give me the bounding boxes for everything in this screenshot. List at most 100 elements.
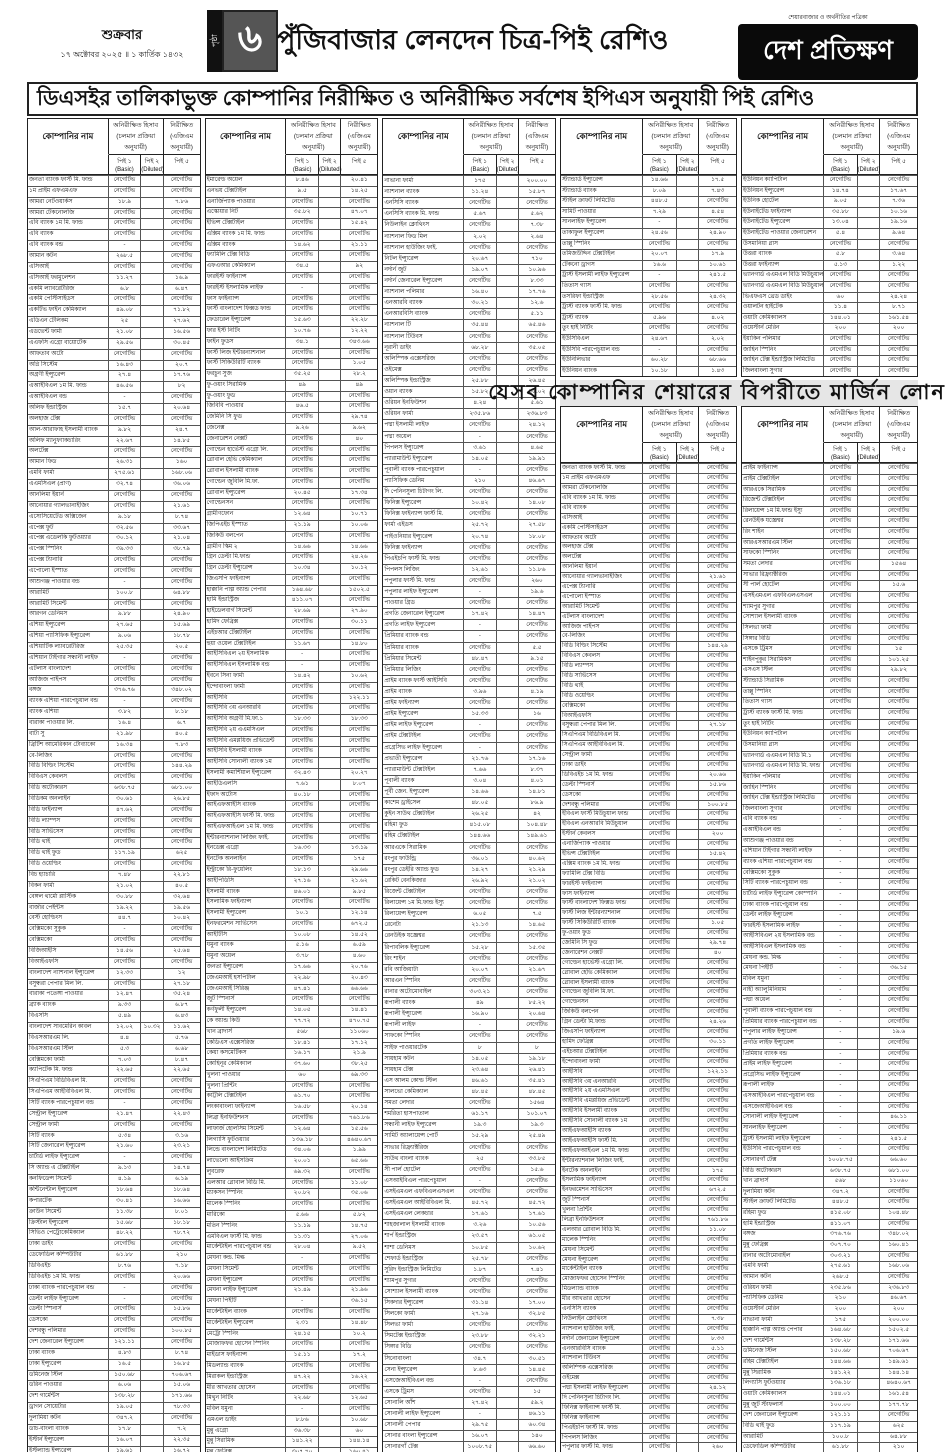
pe1-value: ৪.১৯ [109, 1175, 142, 1185]
pe1-value: নেগেটিভ [286, 919, 319, 930]
pe1-value: নেগেটিভ [464, 931, 497, 942]
pe5-value: ১৫.৬৯ [173, 622, 191, 629]
pe5-value: ২২.৪৩ [173, 1110, 191, 1117]
company-name: ঢাকা ব্যাংক পারপেচুয়াল বন্ড [28, 1283, 109, 1294]
table-row: এনসিসি ব্যাংক মি. ফান্ড ৫.৬৭ ৫.৬২ [383, 208, 556, 220]
pe5-value: নেগেটিভ [887, 827, 910, 834]
pe2-value [858, 1060, 881, 1070]
pe5-value: ৭.৮৬ [175, 198, 189, 205]
company-name: বিডি থাই ফুড [28, 849, 109, 860]
company-name: ডেল্টা লাইফ ইন্স্যুরেন্স [28, 1294, 109, 1305]
pe1-value: নেগেটিভ [643, 281, 677, 292]
pe2-value [858, 1219, 881, 1230]
pe2-value [858, 985, 881, 996]
table-row: আজিজ পাইপস নেগেটিভ নেগেটিভ [28, 674, 200, 686]
pe2-value [497, 353, 519, 364]
pe5-value: ১০৪.৪৮ [526, 822, 548, 829]
pe5-value: ২৫.৬৪ [173, 948, 191, 955]
company-name: ওরিয়ন ইনফিউশন [383, 398, 465, 409]
pe1-value: নেগেটিভ [824, 772, 858, 783]
table-row: আরামিট সিমেন্ট নেগেটিভ নেগেটিভ [561, 601, 737, 612]
pe1-value: ৪৭.৪১ [286, 984, 319, 995]
pe2-value [858, 953, 881, 964]
pe5-value: নেগেটিভ [526, 366, 548, 373]
company-name: মার্কেন্টাইল পারপেচুয়াল বন্ড [206, 1243, 287, 1254]
pe5-value: ৮.৪৭ [175, 1056, 189, 1063]
table-row: বারাকা পাওয়ার লি. ১৬.৪ ৬.৭ [28, 717, 200, 729]
company-name: ফেডারেল ইন্স্যুরেন্স [206, 316, 287, 326]
pe1-value: নেগেটিভ [643, 592, 677, 602]
pe1-value: নেগেটিভ [464, 664, 497, 675]
table-row: পাওয়ার গ্রিড নেগেটিভ নেগেটিভ [383, 597, 556, 609]
table-row: বিডি ল্যাম্পস নেগেটিভ নেগেটিভ [28, 815, 200, 827]
pe1-value: নেগেটিভ [643, 879, 677, 889]
pe5-value: ৮.৭৪ [175, 513, 189, 520]
pe2-value [141, 838, 164, 849]
pe5-value: ৩২.২১ [528, 1333, 546, 1340]
pe5-value: নেগেটিভ [170, 209, 193, 216]
company-name: বিআইএফসি [28, 957, 109, 968]
company-name: প্রগতি লাইফ ইন্স্যুরেন্স [742, 1038, 825, 1049]
table-row: সাইফ পাওয়ারটেক ৮ ৮ [383, 1041, 556, 1053]
pe1-value: ২৭.৪২ [464, 1398, 497, 1409]
company-name: প্রাইম লাইফ ইন্স্যুরেন্স [742, 1060, 825, 1070]
pe2-value [858, 292, 881, 303]
pe5-value: নেগেটিভ [706, 583, 729, 590]
company-name: এশিয়াটিক ল্যাবরেটরিজ [28, 642, 109, 653]
table-row: জিপিএইচ ইস্পাত ২১.১৯ ১০.০৬ [205, 520, 378, 531]
table-row: জিলবাংলা সুগার নেগেটিভ নেগেটিভ [742, 365, 918, 377]
company-name: আরামিট [742, 1432, 825, 1443]
company-name: স্টাইল ক্রাফট লিমিটেড [742, 1198, 825, 1209]
company-name: আইসিবিএল ইসলামিক বন্ড [742, 943, 825, 953]
pe5-value: নেগেটিভ [887, 795, 910, 802]
company-name: রিলায়েন্স ১ম মি.ফান্ড ইস্যু [383, 898, 465, 909]
company-name: সাফকো স্পিনিং [742, 549, 825, 560]
company-name: বিকন ফার্মা [28, 881, 109, 892]
company-name: শাশা ডেনিমস [383, 1242, 465, 1253]
pe5-value: ২৯.৮২ [890, 667, 908, 674]
company-name: একটিভ ফাইন কেমিক্যাল [28, 306, 109, 317]
pe2-value [858, 1145, 881, 1155]
company-name: অগ্নি সিস্টেম [28, 360, 109, 371]
table-row: আইএফআইসি ব্যাংক নেগেটিভ নেগেটিভ [561, 1125, 737, 1136]
pe1-value: নেগেটিভ [286, 456, 319, 467]
table-row: ইনফরমেশন সার্ভিসেস নেগেটিভ ৬৭২.৫ [561, 1185, 737, 1196]
company-name: আরামিট [28, 588, 109, 599]
pe1-value: ২১.৬০ [109, 1142, 142, 1153]
pe2-value [319, 725, 342, 736]
table-row: ডেল্টা লাইফ ইন্স্যুরেন্স - নেগেটিভ [28, 1293, 200, 1305]
table-row: দি পেনিনসুলা চিটাগং লি. নেগেটিভ নেগেটিভ [561, 1393, 737, 1403]
pe2-value [677, 1117, 700, 1126]
table-row: ঢাকা ব্যাংক পারপেচুয়াল বন্ড - নেগেটিভ [742, 899, 918, 911]
pe5-value: ১৬.৯ [175, 274, 189, 281]
pe5-value: নেগেটিভ [887, 1007, 910, 1014]
pe5-value: ১৩.১৯ [350, 845, 368, 852]
company-name: আরএকে সিরামিক [742, 485, 825, 496]
pe5-value: নেগেটিভ [887, 592, 910, 599]
pe1-value: ৭.৬১ [286, 779, 319, 790]
pe2-value [319, 1340, 342, 1351]
pe5-value: ৪০.৫ [175, 882, 189, 889]
company-name: রহিম টেক্সটাইল [383, 831, 465, 842]
pe1-value: নেগেটিভ [643, 324, 677, 334]
pe2-value [497, 1431, 519, 1442]
pe5-value: নেগেটিভ [706, 1375, 729, 1382]
company-name: লিন্ডে বাংলাদেশ লিমিটেড [206, 1146, 287, 1157]
pe2-value [677, 1344, 700, 1354]
col-pe1: পিই ১ (Basic) [643, 155, 677, 174]
table-row: জনতা ব্যাংক ফার্স্ট মি. ফান্ড নেগেটিভ নেগে… [28, 175, 200, 186]
pe1-value: - [286, 650, 319, 661]
pe2-value [677, 1423, 700, 1433]
pe2-value [677, 721, 700, 731]
pe1-value: - [824, 1102, 858, 1113]
table-row: ইস্টল্যান্ড ইন্স্যুরেন্স ১৯.৬১ ১৬.৭২ [28, 1445, 200, 1452]
pe2-value [858, 1400, 881, 1411]
pe1-value: ২০.০৭ [643, 250, 677, 260]
table-row: বাংলাদেশ ন্যাশনাল ইন্স্যুরেন্স ১২.৩৩ ১২ [28, 967, 200, 979]
table-row: সুরিদ ইন্ডাস্ট্রিজ লিমিটেড ১.৮৭ ৭.৪১ [383, 1263, 556, 1275]
pe5-value: নেগেটিভ [887, 624, 910, 631]
company-name: পিপলস লিজিং [561, 1433, 644, 1443]
company-name: অলিফ ম্যানুফ্যাকচারিং [28, 436, 109, 447]
table-rows: নাভানা ফার্মা ১৭৫ ২০০.০০ ন্যাশনাল ব্যাংক ১১.… [383, 175, 556, 1452]
